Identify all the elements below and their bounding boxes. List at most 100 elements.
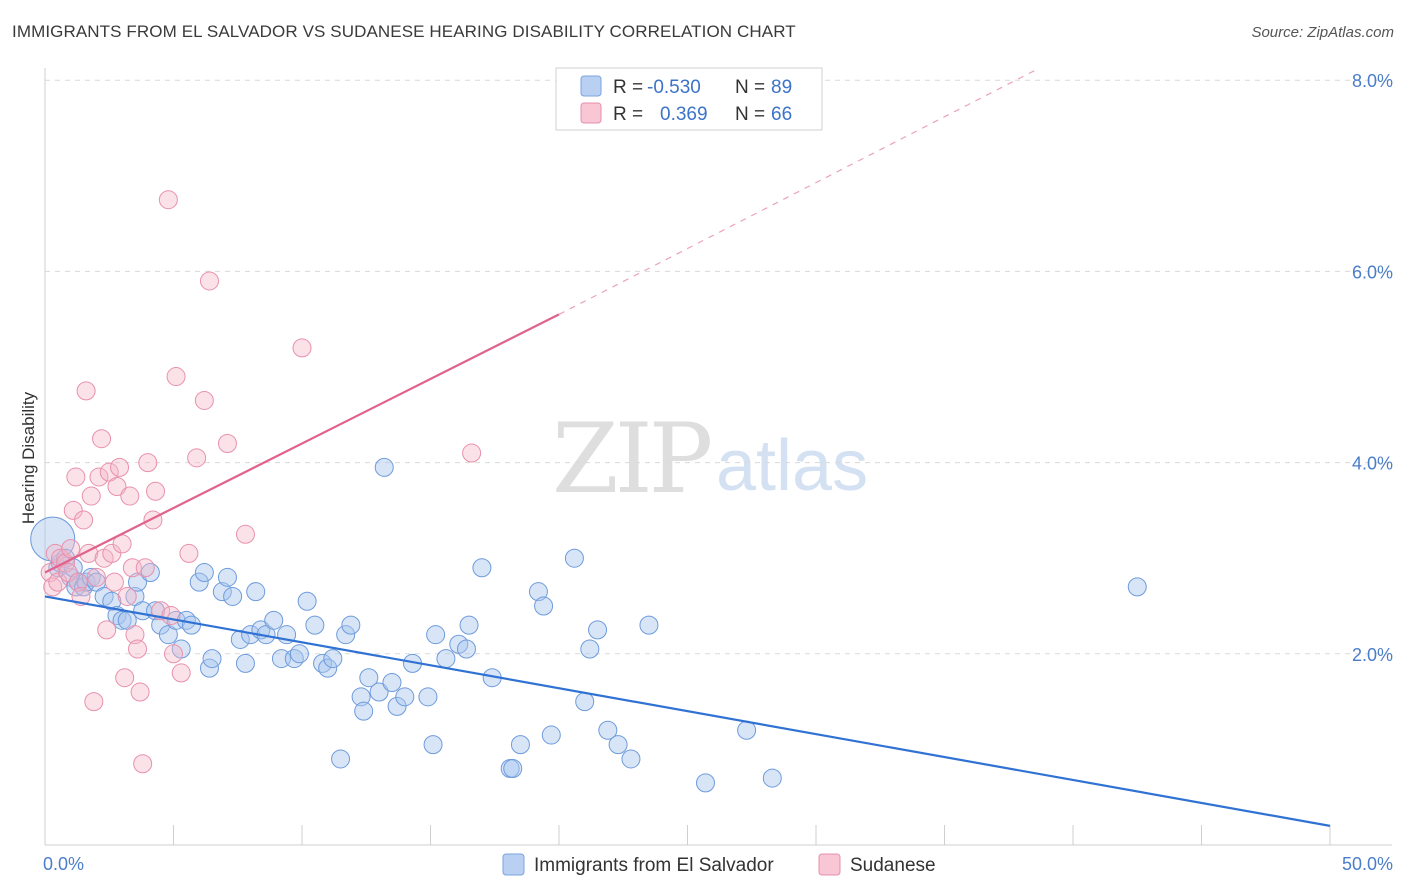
- point-el-salvador-79: [575, 692, 595, 712]
- point-sudanese-26: [110, 457, 130, 477]
- point-sudanese-37: [138, 453, 158, 473]
- point-el-salvador-69: [459, 615, 479, 635]
- point-el-salvador-82: [598, 720, 618, 740]
- point-sudanese-35: [133, 754, 153, 774]
- point-el-salvador-78: [564, 548, 584, 568]
- point-sudanese-7: [61, 539, 81, 559]
- point-el-salvador-56: [359, 668, 379, 688]
- point-sudanese-41: [158, 190, 178, 210]
- point-el-salvador-59: [382, 672, 402, 692]
- y-tick-label-2: 6.0%: [1352, 262, 1393, 282]
- legend-r-value-1: -0.530: [647, 77, 701, 98]
- point-el-salvador-49: [318, 658, 338, 678]
- point-el-salvador-36: [235, 653, 255, 673]
- point-el-salvador-80: [580, 639, 600, 659]
- point-sudanese-23: [102, 543, 122, 563]
- point-sudanese-50: [217, 433, 237, 453]
- point-sudanese-39: [146, 481, 166, 501]
- legend-swatch-pink: [580, 102, 602, 124]
- trend-line-sudanese: [44, 313, 560, 574]
- point-sudanese-25: [107, 477, 127, 496]
- point-el-salvador-51: [331, 749, 351, 769]
- point-sudanese-45: [171, 663, 191, 683]
- point-el-salvador-57: [369, 682, 389, 702]
- point-sudanese-6: [58, 563, 78, 583]
- point-sudanese-33: [128, 639, 148, 659]
- y-tick-label-0: 2.0%: [1352, 645, 1393, 665]
- point-el-salvador-27: [181, 615, 201, 635]
- point-el-salvador-83: [608, 735, 628, 755]
- bottom-legend-swatch-blue: [502, 853, 525, 876]
- point-sudanese-32: [125, 625, 145, 645]
- point-el-salvador-89: [1127, 577, 1147, 597]
- point-el-salvador-64: [423, 735, 443, 755]
- point-el-salvador-66: [436, 649, 456, 669]
- point-el-salvador-45: [289, 644, 309, 664]
- legend-n-value-1: 89: [771, 77, 792, 98]
- chart-title: IMMIGRANTS FROM EL SALVADOR VS SUDANESE …: [12, 22, 796, 41]
- point-sudanese-18: [89, 467, 109, 487]
- point-sudanese-53: [462, 443, 482, 463]
- point-el-salvador-63: [418, 687, 438, 707]
- y-tick-label-1: 4.0%: [1352, 454, 1393, 474]
- point-sudanese-36: [135, 558, 155, 578]
- point-el-salvador-85: [639, 615, 659, 635]
- point-el-salvador-33: [217, 567, 237, 587]
- point-sudanese-16: [84, 692, 104, 712]
- y-tick-label-3: 8.0%: [1352, 71, 1393, 91]
- point-el-salvador-61: [395, 687, 415, 707]
- point-el-salvador-60: [387, 696, 407, 716]
- point-el-salvador-65: [426, 625, 446, 645]
- point-sudanese-28: [115, 668, 135, 688]
- point-el-salvador-28: [189, 572, 209, 592]
- correlation-legend: R = -0.530 N = 89 R = 0.369 N = 66: [555, 67, 823, 131]
- point-el-salvador-15: [112, 610, 132, 630]
- point-el-salvador-29: [194, 563, 214, 583]
- point-sudanese-8: [63, 500, 83, 520]
- legend-n-label-2: N =: [735, 104, 765, 125]
- point-sudanese-10: [68, 572, 88, 592]
- point-el-salvador-54: [351, 687, 371, 707]
- point-el-salvador-52: [336, 625, 356, 645]
- point-el-salvador-55: [354, 701, 374, 721]
- source-credit: Source: ZipAtlas.com: [1251, 24, 1394, 41]
- point-el-salvador-84: [621, 749, 641, 769]
- point-el-salvador-32: [212, 582, 232, 602]
- point-sudanese-29: [117, 586, 137, 606]
- legend-n-value-2: 66: [771, 104, 792, 125]
- point-el-salvador-53: [341, 615, 361, 635]
- point-sudanese-9: [66, 467, 86, 487]
- point-el-salvador-86: [695, 773, 715, 793]
- point-el-salvador-75: [528, 582, 548, 602]
- point-sudanese-44: [166, 367, 186, 387]
- series-legend: Immigrants from El Salvador Sudanese: [502, 853, 936, 876]
- point-el-salvador-74: [510, 735, 530, 755]
- point-el-salvador-68: [456, 639, 476, 659]
- point-el-salvador-47: [305, 615, 325, 635]
- point-el-salvador-34: [223, 586, 243, 606]
- point-sudanese-13: [76, 381, 96, 401]
- point-sudanese-48: [194, 390, 214, 410]
- point-el-salvador-13: [102, 591, 122, 611]
- point-el-salvador-87: [737, 720, 757, 740]
- point-sudanese-24: [104, 572, 124, 592]
- watermark-zip: ZIP: [552, 403, 711, 515]
- point-sudanese-34: [130, 682, 150, 702]
- axes: [44, 68, 1392, 846]
- point-sudanese-3: [48, 572, 68, 592]
- point-sudanese-42: [161, 606, 181, 626]
- trend-line-el-salvador: [44, 595, 1331, 827]
- point-sudanese-51: [235, 524, 255, 544]
- legend-swatch-blue: [580, 75, 602, 97]
- tick-labels: 2.0% 4.0% 6.0% 8.0% 0.0% 50.0%: [43, 71, 1393, 874]
- point-sudanese-15: [81, 486, 101, 506]
- gridlines: [45, 79, 1392, 655]
- point-sudanese-38: [143, 510, 163, 530]
- point-el-salvador-38: [246, 582, 266, 602]
- watermark-atlas: atlas: [716, 426, 868, 506]
- point-sudanese-52: [292, 338, 312, 358]
- point-el-salvador-81: [588, 620, 608, 640]
- x-tick-label-0: 0.0%: [43, 854, 84, 874]
- point-sudanese-12: [74, 510, 94, 530]
- point-el-salvador-76: [534, 596, 554, 616]
